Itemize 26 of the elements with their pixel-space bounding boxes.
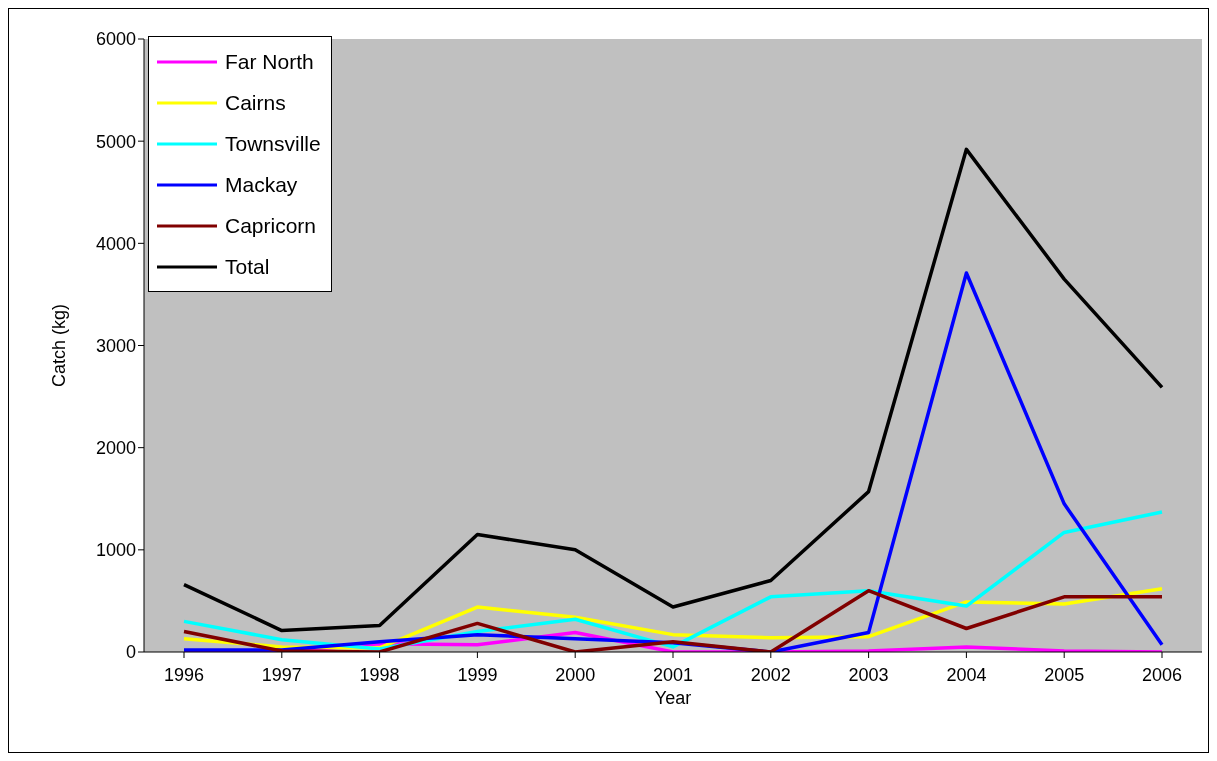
x-tick-label: 1996 [163, 664, 205, 685]
legend-label: Mackay [225, 172, 298, 197]
legend-label: Capricorn [225, 213, 317, 238]
y-tick-label: 4000 [95, 233, 136, 254]
y-tick-label: 2000 [95, 438, 136, 459]
x-axis-title: Year [654, 688, 692, 708]
x-tick-label: 2001 [652, 664, 694, 685]
y-tick-label: 3000 [95, 335, 136, 356]
x-tick-label: 1999 [457, 664, 498, 685]
x-tick-label: 2003 [848, 664, 889, 685]
y-tick-label: 6000 [95, 29, 136, 50]
x-tick-label: 2000 [555, 664, 596, 685]
legend-label: Total [225, 254, 270, 279]
x-tick-label: 1998 [359, 664, 400, 685]
x-tick-label: 1997 [261, 664, 302, 685]
x-tick-label: 2002 [750, 664, 791, 685]
legend-label: Cairns [225, 90, 286, 115]
legend-label: Far North [225, 49, 314, 74]
y-tick-label: 1000 [95, 540, 136, 561]
y-tick-label: 0 [125, 642, 136, 663]
x-tick-label: 2006 [1141, 664, 1183, 685]
legend-label: Townsville [225, 131, 321, 156]
x-tick-label: 2004 [946, 664, 987, 685]
y-tick-label: 5000 [95, 131, 136, 152]
x-tick-label: 2005 [1044, 664, 1085, 685]
y-axis-title: Catch (kg) [49, 303, 70, 388]
